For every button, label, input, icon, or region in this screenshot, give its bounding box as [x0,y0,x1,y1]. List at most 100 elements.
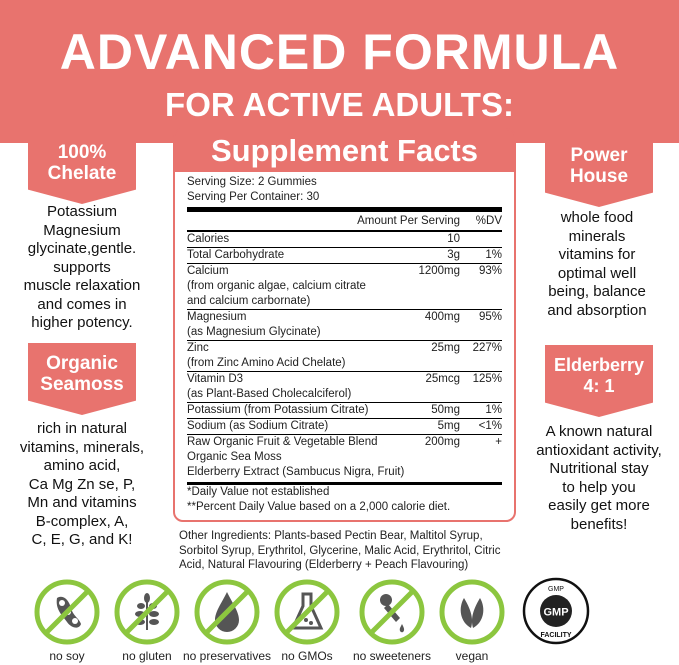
nutrient-name: Calories [187,233,230,245]
icon-label: no sweeteners [352,649,432,663]
nutrient-amount: 10 [447,233,460,245]
nutrient-dv: 227% [472,342,502,354]
nutrient-name: Sodium (as Sodium Citrate) [187,420,329,432]
nutrient-name: (as Plant-Based Cholecalciferol) [187,388,352,400]
badge-line: 100% [57,142,107,163]
nutrient-amount: 1200mg [418,265,460,277]
side-text-line: Nutritional stay [549,460,649,477]
facts-row: Total Carbohydrate 3g 1% [187,247,502,263]
facts-title: Supplement Facts [175,130,514,172]
badge-line: Organic [46,353,118,374]
seamoss-text: rich in natural vitamins, minerals, amino … [7,420,157,550]
nutrient-dv: 95% [478,311,502,323]
soy-icon [34,579,100,645]
gmp-center: GMP [543,607,568,619]
side-text-line: B-complex, A, [35,512,129,530]
badge-elderberry: Elderberry 4: 1 [545,345,653,417]
nutrient-dv: <1% [478,420,502,432]
badge-line: Power [570,145,628,166]
icon-label: no gluten [122,649,172,663]
side-text-line: benefits! [570,515,628,533]
side-text-line: muscle relaxation [23,277,141,294]
nutrient-amount: 5mg [437,420,460,432]
side-text-line: minerals [568,227,626,245]
badge-powerhouse: Power House [545,135,653,207]
facts-row: Raw Organic Fruit & Vegetable Blend 200mg… [187,434,502,480]
side-text-line: whole food [560,209,634,226]
nutrient-dv: + [495,436,502,448]
side-text-line: A known natural [545,423,653,440]
badge-line: House [569,166,629,187]
badge-line: Elderberry [553,355,645,375]
nutrient-dv: 93% [478,265,502,277]
facts-row: Magnesium 400mg 95% (as Magnesium Glycinate… [187,309,502,340]
side-text-line: rich in natural [36,420,128,437]
side-text-line: easily get more [548,497,650,514]
flask-icon [274,579,340,645]
side-text-line: amino acid, [43,457,121,474]
nutrient-amount: 25mg [431,342,460,354]
other-ingredients-label: Other Ingredients: [179,530,272,542]
nutrient-name: and calcium carbornate) [187,295,311,307]
other-ingredients-text: Plants-based Pectin Bear, Maltitol Syrup… [179,530,501,571]
badge-chelate: 100% Chelate [28,132,136,204]
powerhouse-text: whole food minerals vitamins for optimal we… [522,209,672,320]
nutrient-dv: 1% [485,404,502,416]
side-text-line: being, balance [548,283,646,300]
col-amount: Amount Per Serving [357,215,460,227]
badge-line: Chelate [47,163,117,184]
side-text-line: and comes in [37,295,127,313]
nutrient-name: Calcium [187,265,229,277]
footnote: *Daily Value not established [187,486,330,498]
badge-line: Seamoss [40,374,124,395]
leaf-icon [439,579,505,645]
nutrient-name: Magnesium [187,311,247,323]
facts-row: Calories 10 [187,232,502,247]
dropper-icon [359,579,425,645]
side-text-line: Magnesium [43,221,121,239]
badge-line: 4: 1 [583,376,615,396]
side-text-line: to help you [562,478,636,496]
facts-row: Sodium (as Sodium Citrate) 5mg <1% [187,418,502,434]
subtitle: FOR ACTIVE ADULTS: [165,86,514,123]
nutrient-amount: 25mcg [425,373,460,385]
servings-per-container: Serving Per Container: 30 [187,191,320,203]
badge-seamoss: Organic Seamoss [28,343,136,415]
facts-row: Vitamin D3 25mcg 125% (as Plant-Based Chole… [187,371,502,402]
nutrient-name: Vitamin D3 [187,373,244,385]
gmp-top: GMP [548,586,564,593]
nutrient-amount: 200mg [424,436,460,448]
facts-row: Zinc 25mg 227% (from Zinc Amino Acid Chelat… [187,340,502,371]
icon-label: no GMOs [281,649,333,663]
facts-row: Calcium 1200mg 93% (from organic algae, cal… [187,263,502,309]
side-text-line: and absorption [547,301,647,319]
drop-icon [194,579,260,645]
nutrient-name: Zinc [187,342,209,354]
supplement-facts-panel: Supplement Facts Serving Size: 2 Gummies… [173,128,516,522]
side-text-line: vitamins for [558,246,636,263]
facts-row: Potassium (from Potassium Citrate) 50mg 1% [187,402,502,418]
col-dv: %DV [475,215,502,227]
nutrient-name: Raw Organic Fruit & Vegetable Blend [187,436,378,448]
nutrient-name: Total Carbohydrate [187,249,285,261]
wheat-icon [114,579,180,645]
side-text-line: Potassium [46,203,118,220]
elderberry-text: A known natural antioxidant activity, Nutr… [519,423,679,534]
side-text-line: vitamins, minerals, [19,438,145,456]
nutrient-amount: 400mg [424,311,460,323]
nutrient-name: (from organic algae, calcium citrate [187,280,366,292]
gmp-bottom: FACILITY [540,632,571,639]
nutrient-dv [460,232,502,247]
icon-label: no preservatives [182,649,272,663]
side-text-line: optimal well [557,264,637,282]
side-text-line: higher potency. [31,314,133,331]
chelate-text: Potassium Magnesium glycinate,gentle. suppo… [7,203,157,333]
nutrient-dv: 125% [472,373,502,385]
nutrient-name: (as Magnesium Glycinate) [187,326,321,338]
side-text-line: Mn and vitamins [27,494,137,511]
nutrient-dv: 1% [485,249,502,261]
nutrient-amount: 3g [447,249,460,261]
nutrient-name: Organic Sea Moss [187,451,282,463]
nutrient-name: Elderberry Extract (Sambucus Nigra, Frui… [187,466,405,478]
side-text-line: supports [53,258,111,276]
